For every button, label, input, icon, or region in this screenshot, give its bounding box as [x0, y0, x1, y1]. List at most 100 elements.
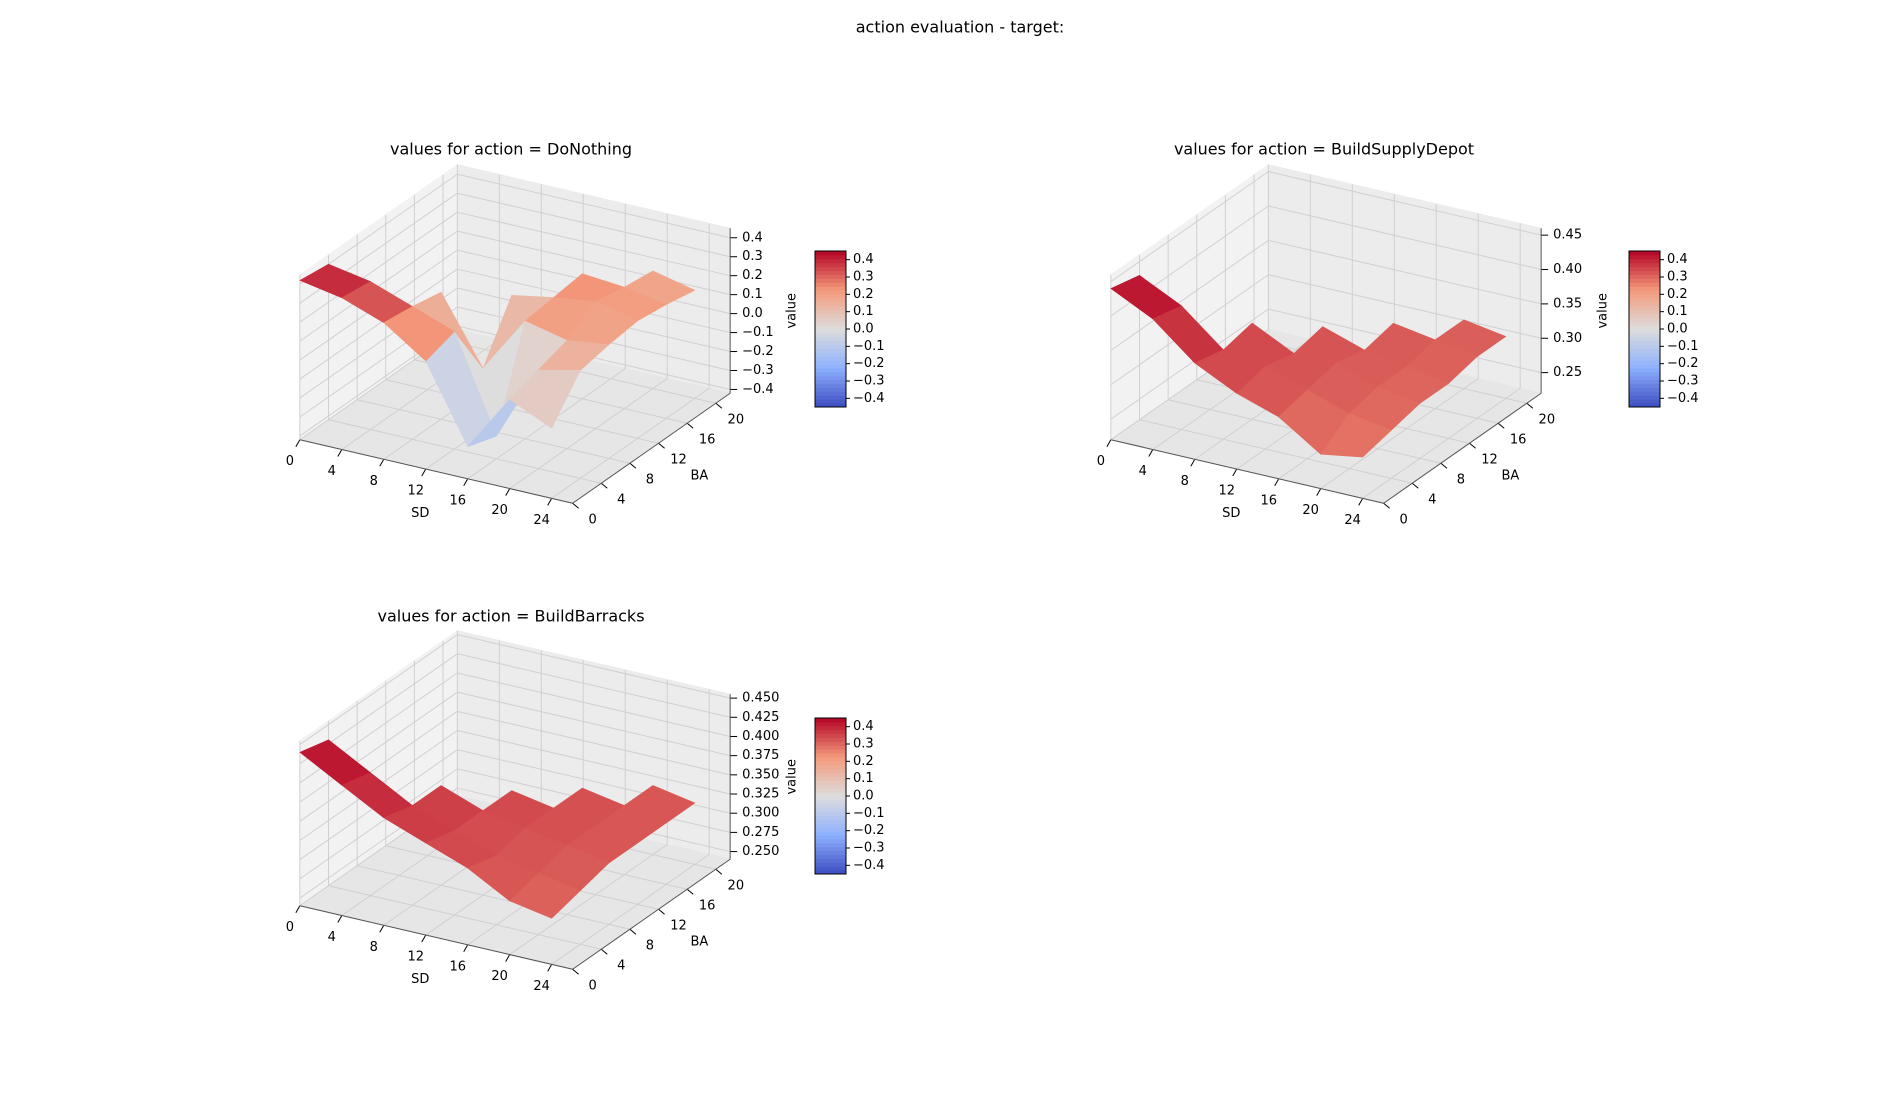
colorbar-segment [815, 293, 846, 299]
colorbar-segment [815, 862, 846, 867]
colorbar-segment [815, 729, 846, 735]
colorbar-segment [815, 348, 846, 353]
colorbar-segment [815, 371, 846, 377]
grid-line [1110, 171, 1269, 283]
colorbar-segment [1629, 371, 1660, 377]
subplot: values for action = BuildBarracks 0 4 8 12 16… [286, 607, 885, 994]
x-axis-line [299, 905, 573, 970]
z-tick-label: −0.1 [742, 325, 774, 340]
tick-mark [658, 442, 665, 449]
colorbar-segment [1629, 344, 1660, 349]
colorbar-segment [815, 379, 846, 385]
x-tick-label: 0 [286, 920, 294, 935]
colorbar-segment [815, 317, 846, 322]
colorbar-segment [815, 368, 846, 373]
colorbar-segment [1629, 262, 1660, 268]
colorbar-segment [1629, 383, 1660, 388]
z-axis-label: value [785, 293, 800, 329]
colorbar-tick-label: 0.0 [853, 322, 874, 337]
z-axis-label: value [1596, 293, 1611, 329]
tick-mark [1316, 488, 1322, 496]
tick-mark [715, 402, 723, 409]
colorbar-segment [815, 305, 846, 310]
x-tick-label: 0 [1097, 454, 1105, 469]
colorbar-segment [815, 399, 846, 404]
y-tick-label: 0 [1400, 513, 1408, 528]
grid-line [299, 691, 458, 803]
colorbar-tick-label: −0.1 [1667, 339, 1699, 354]
x-tick-label: 24 [533, 979, 550, 994]
colorbar-segment [815, 811, 846, 816]
y-axis-label: BA [1501, 469, 1519, 484]
colorbar-segment [815, 321, 846, 326]
grid-line [457, 173, 731, 239]
colorbar-segment [815, 854, 846, 859]
tick-mark [1526, 402, 1534, 409]
colorbar-segment [1629, 305, 1660, 310]
tick-mark [629, 928, 637, 935]
tick-mark [379, 925, 385, 933]
colorbar-segment [815, 741, 846, 746]
colorbar-segment [1629, 258, 1660, 264]
y-tick-label: 4 [617, 959, 625, 974]
x-tick-label: 16 [1260, 493, 1277, 508]
colorbar-segment [815, 403, 846, 408]
colorbar-segment [1629, 274, 1660, 279]
tick-mark [295, 905, 301, 913]
colorbar-segment [1629, 313, 1660, 318]
tick-mark [1190, 459, 1196, 467]
grid-line [457, 211, 731, 277]
tick-mark [1411, 482, 1419, 489]
grid-line [457, 672, 731, 737]
y-axis-label: BA [690, 469, 708, 484]
grid-line [1268, 171, 1542, 236]
grid-line [299, 268, 458, 380]
z-tick-label: 0.2 [742, 268, 763, 283]
grid-line [457, 192, 731, 258]
z-tick-label: 0.0 [742, 306, 763, 321]
x-axis-label: SD [1222, 506, 1240, 521]
colorbar-segment [815, 737, 846, 742]
y-axis-line [572, 392, 731, 504]
y-tick-label: 8 [646, 473, 654, 488]
grid-line [299, 768, 458, 880]
subplot-title: values for action = BuildSupplyDepot [1174, 140, 1474, 159]
z-tick-label: 0.450 [742, 691, 779, 706]
colorbar-segment [1629, 332, 1660, 338]
subplot-title: values for action = BuildBarracks [377, 607, 644, 626]
y-tick-label: 20 [728, 879, 745, 894]
colorbar-segment [1629, 301, 1660, 307]
colorbar-segment [815, 772, 846, 777]
surface-patch [509, 369, 581, 429]
figure-title: action evaluation - target: [856, 18, 1064, 37]
grid-line [1268, 205, 1542, 271]
x-tick-label: 8 [370, 474, 378, 489]
colorbar-tick-label: −0.1 [853, 806, 885, 821]
tick-mark [547, 964, 553, 972]
colorbar-segment [815, 332, 846, 338]
surface-patch [383, 306, 455, 362]
z-tick-label: −0.4 [742, 382, 774, 397]
tick-mark [421, 934, 427, 943]
x-tick-label: 24 [1344, 513, 1361, 528]
x-tick-label: 0 [286, 454, 294, 469]
colorbar-segment [815, 352, 846, 357]
y-tick-label: 8 [646, 939, 654, 954]
colorbar-tick-label: 0.4 [853, 252, 874, 267]
grid-line [551, 853, 710, 965]
colorbar-tick-label: −0.4 [853, 858, 885, 873]
surface-patch [509, 872, 581, 919]
y-axis-line [1383, 392, 1542, 504]
y-tick-label: 12 [1481, 453, 1498, 468]
tick-mark [1148, 449, 1154, 457]
colorbar-segment [815, 768, 846, 774]
x-tick-label: 4 [328, 930, 336, 945]
y-tick-label: 12 [670, 919, 687, 934]
colorbar-segment [815, 286, 846, 291]
subplot: values for action = DoNothing 0 4 8 12 16 20 24… [286, 140, 885, 528]
colorbar-segment [815, 799, 846, 805]
z-tick-label: 0.25 [1553, 365, 1582, 380]
colorbar-segment [815, 309, 846, 314]
